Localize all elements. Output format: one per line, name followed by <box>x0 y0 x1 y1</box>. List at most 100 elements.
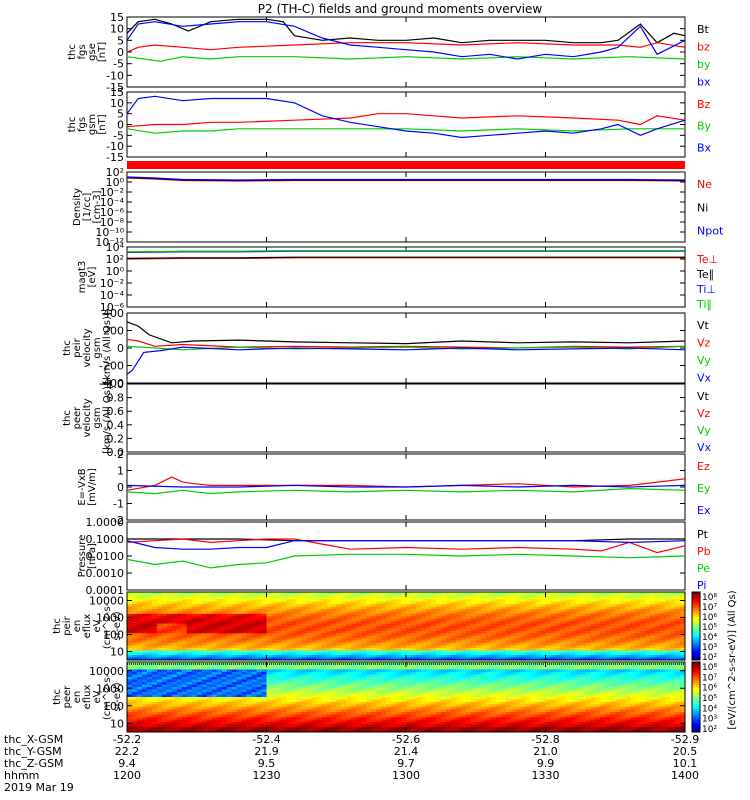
spectrogram-cell <box>281 689 287 693</box>
spectrogram-cell <box>231 692 238 695</box>
spectrogram-cell <box>590 640 596 644</box>
spectrogram-cell <box>206 679 213 683</box>
spectrogram-cell <box>256 677 262 680</box>
spectrogram-cell <box>141 694 148 698</box>
spectrogram-cell <box>156 672 163 675</box>
spectrogram-cell <box>381 672 387 675</box>
spectrogram-cell <box>301 677 307 680</box>
spectrogram-cell <box>346 692 352 695</box>
spectrogram-cell <box>161 719 168 723</box>
spectrogram-cell <box>261 611 267 615</box>
spectrogram-cell <box>440 643 447 646</box>
spectrogram-cell <box>191 652 198 656</box>
spectrogram-cell <box>326 650 332 654</box>
spectrogram-cell <box>366 697 372 700</box>
spectrogram-cell <box>565 638 571 641</box>
spectrogram-cell <box>545 609 551 612</box>
spectrogram-cell <box>146 724 153 728</box>
spectrogram-cell <box>196 674 203 678</box>
spectrogram-cell <box>311 719 317 723</box>
spectrogram-cell <box>580 623 586 627</box>
spectrogram-cell <box>615 623 621 627</box>
spectrogram-cell <box>356 689 362 693</box>
spectrogram-cell <box>266 652 272 656</box>
spectrogram-cell <box>495 630 502 634</box>
spectrogram-cell <box>261 638 267 641</box>
spectrogram-cell <box>435 616 442 620</box>
spectrogram-cell <box>376 601 382 605</box>
spectrogram-cell <box>620 635 626 639</box>
spectrogram-cell <box>136 709 143 713</box>
spectrogram-cell <box>236 640 242 644</box>
spectrogram-cell <box>271 655 277 658</box>
spectrogram-cell <box>311 604 317 607</box>
spectrogram-cell <box>540 645 546 649</box>
spectrogram-cell <box>366 724 372 728</box>
spectrogram-cell <box>341 616 347 620</box>
spectrogram-cell <box>450 604 457 607</box>
spectrogram-cell <box>620 623 626 627</box>
spectrogram-cell <box>655 596 661 600</box>
spectrogram-cell <box>555 628 561 632</box>
spectrogram-cell <box>331 687 337 690</box>
spectrogram-cell <box>376 662 382 665</box>
spectrogram-cell <box>131 652 138 656</box>
spectrogram-cell <box>635 618 641 622</box>
spectrogram-cell <box>560 623 566 627</box>
spectrogram-cell <box>660 640 666 644</box>
spectrogram-cell <box>221 594 228 598</box>
spectrogram-cell <box>286 717 292 720</box>
spectrogram-cell <box>495 623 502 627</box>
spectrogram-cell <box>505 628 512 632</box>
spectrogram-cell <box>271 724 277 728</box>
spectrogram-cell <box>221 621 228 624</box>
spectrogram-cell <box>261 592 267 595</box>
spectrogram-cell <box>281 643 287 646</box>
spectrogram-cell <box>391 635 397 639</box>
spectrogram-cell <box>415 618 422 622</box>
spectrogram-cell <box>301 601 307 605</box>
spectrogram-cell <box>311 714 317 718</box>
spectrogram-cell <box>530 638 536 641</box>
spectrogram-cell <box>286 594 292 598</box>
spectrogram-cell <box>281 596 287 600</box>
spectrogram-cell <box>391 628 397 632</box>
spectrogram-cell <box>296 672 302 675</box>
spectrogram-cell <box>595 592 601 595</box>
spectrogram-cell <box>331 635 337 639</box>
spectrogram-cell <box>146 694 153 698</box>
spectrogram-cell <box>291 643 297 646</box>
spectrogram-cell <box>246 604 252 607</box>
spectrogram-cell <box>480 623 487 627</box>
spectrogram-cell <box>376 664 382 668</box>
spectrogram-cell <box>256 704 262 708</box>
spectrogram-cell <box>381 652 387 656</box>
spectrogram-cell <box>670 645 676 649</box>
spectrogram-cell <box>406 647 412 651</box>
spectrogram-cell <box>221 704 228 708</box>
spectrogram-cell <box>141 604 148 607</box>
spectrogram-cell <box>196 635 203 639</box>
spectrogram-cell <box>251 630 257 634</box>
spectrogram-cell <box>356 596 362 600</box>
spectrogram-cell <box>171 697 178 700</box>
spectrogram-cell <box>291 652 297 656</box>
spectrogram-cell <box>600 606 606 610</box>
spectrogram-cell <box>271 650 277 654</box>
spectrogram-cell <box>640 611 646 615</box>
spectrogram-cell <box>176 722 183 725</box>
spectrogram-cell <box>356 638 362 641</box>
spectrogram-cell <box>171 707 178 710</box>
spectrogram-cell <box>336 722 342 725</box>
spectrogram-cell <box>610 655 616 658</box>
spectrogram-cell <box>545 657 551 661</box>
spectrogram-cell <box>226 645 233 649</box>
spectrogram-cell <box>281 672 287 675</box>
spectrogram-cell <box>246 717 252 720</box>
spectrogram-cell <box>296 699 302 703</box>
spectrogram-cell <box>500 604 507 607</box>
spectrogram-cell <box>251 689 257 693</box>
spectrogram-cell <box>640 640 646 644</box>
spectrogram-cell <box>226 623 233 627</box>
spectrogram-cell <box>306 594 312 598</box>
